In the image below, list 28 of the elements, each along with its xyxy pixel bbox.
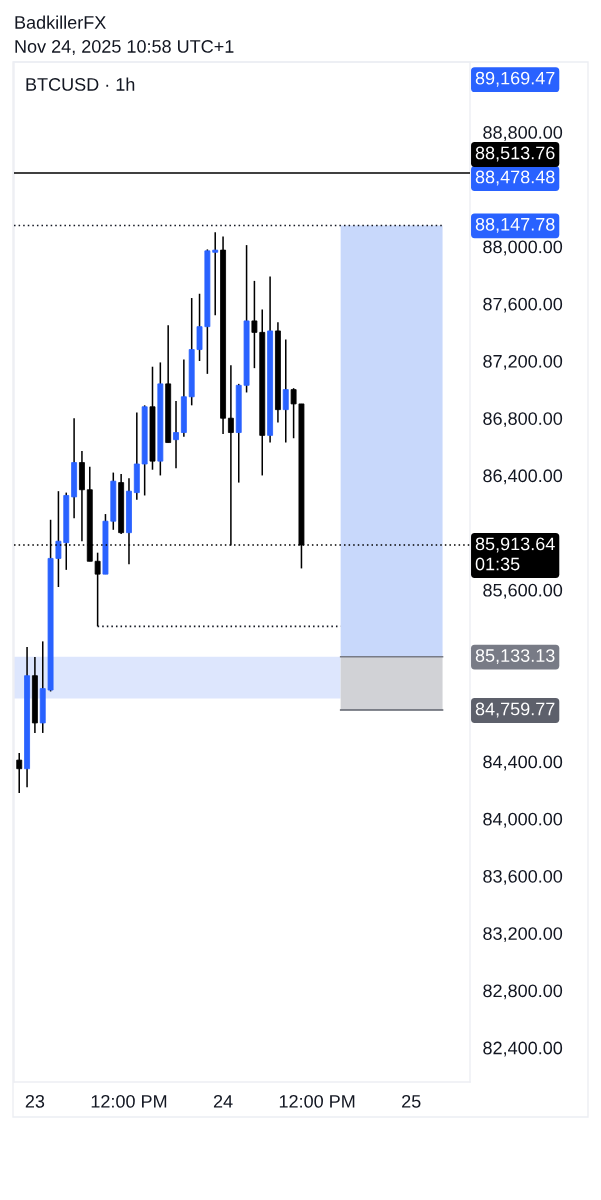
data-label: 84,759.77 (475, 702, 555, 718)
y-tick-label: 83,600.00 (483, 869, 563, 885)
x-tick-label: 25 (402, 1094, 421, 1108)
text: BTCUSD · 1h (26, 77, 135, 91)
y-tick-label: 84,400.00 (483, 755, 563, 771)
y-tick-label: 87,600.00 (483, 297, 563, 313)
text: 89,169.47 (475, 71, 555, 87)
x-tick-label: 12:00 PM (91, 1094, 167, 1108)
y-tick-label: 82,800.00 (483, 984, 563, 1000)
data-label: 85,133.13 (475, 649, 555, 665)
text: 88,478.48 (475, 170, 555, 186)
y-tick-label: 86,400.00 (483, 469, 563, 485)
x-tick-label: 12:00 PM (279, 1094, 355, 1108)
x-tick-label: 24 (213, 1094, 233, 1108)
ref-line-label: 85,913.64 01:35 (475, 537, 555, 571)
y-tick-label: 85,600.00 (483, 583, 563, 599)
y-tick-label: 86,800.00 (483, 412, 563, 428)
x-tick-label: 23 (25, 1094, 45, 1108)
ref-line-label: 88,513.76 (475, 146, 555, 162)
y-tick-label: 88,800.00 (483, 126, 563, 141)
y-tick-label: 88,000.00 (483, 240, 563, 256)
y-tick-label: 84,000.00 (483, 812, 563, 828)
text: BadkillerFX (15, 15, 106, 29)
text: Nov 24, 2025 10:58 UTC+1 (15, 40, 234, 55)
y-tick-label: 87,200.00 (483, 354, 563, 370)
data-label: 88,147.78 (475, 217, 555, 233)
y-tick-label: 83,200.00 (483, 927, 563, 943)
y-tick-label: 82,400.00 (483, 1041, 563, 1057)
